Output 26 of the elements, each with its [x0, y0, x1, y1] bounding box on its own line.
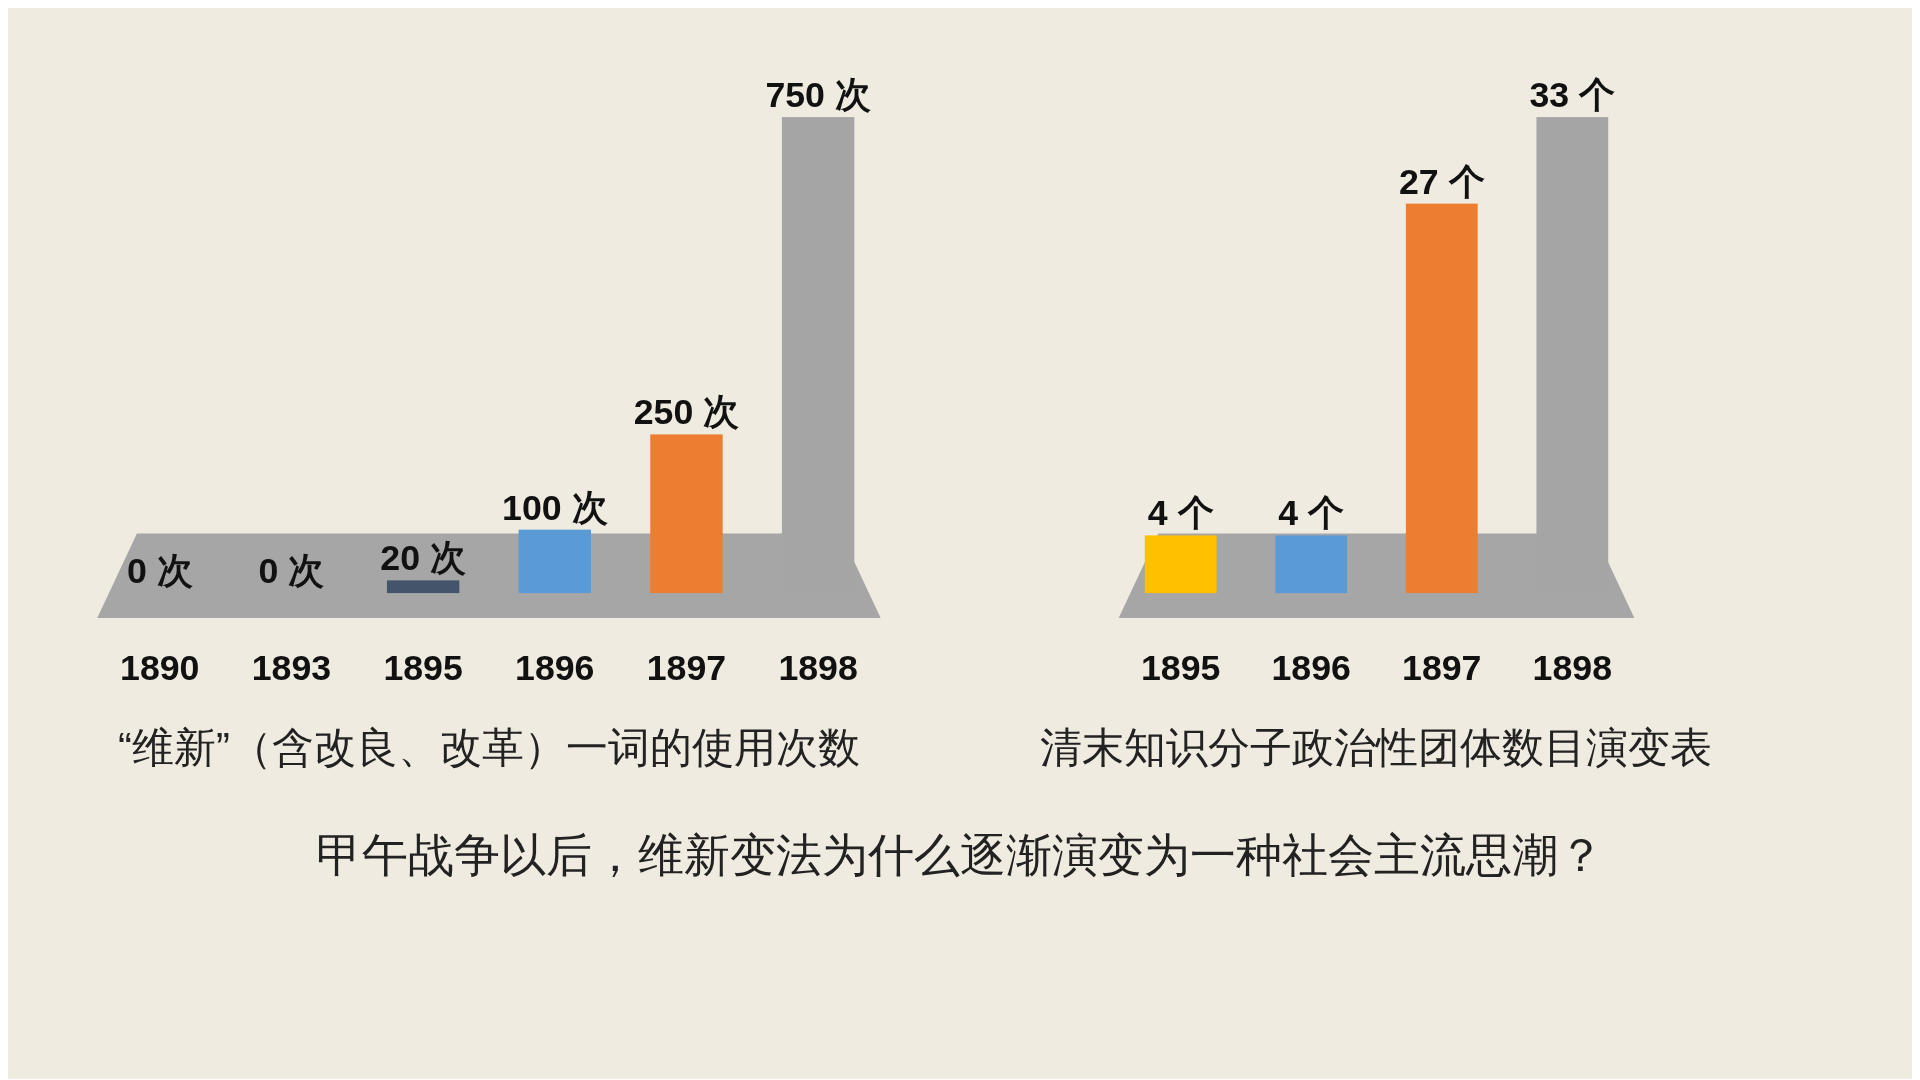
data-label: 4 个 [1278, 493, 1345, 534]
bar [386, 580, 460, 594]
x-tick-label: 1897 [646, 648, 727, 689]
data-label: 0 次 [258, 551, 325, 592]
x-tick-label: 1898 [1532, 648, 1613, 689]
data-label: 100 次 [502, 487, 608, 528]
data-label: 750 次 [765, 75, 871, 116]
data-label: 27 个 [1398, 161, 1485, 202]
x-tick-label: 1898 [778, 648, 858, 689]
x-tick-label: 1893 [251, 648, 332, 689]
text: “维新”（含改良、改革）一词的使用次数 [118, 723, 860, 771]
text: 甲午战争以后，维新变法为什么逐渐演变为一种社会主流思潮？ [316, 829, 1604, 881]
bar [650, 434, 723, 594]
data-label: 250 次 [633, 392, 740, 433]
data-label: 4 个 [1147, 493, 1214, 534]
text: 清末知识分子政治性团体数目演变表 [1040, 723, 1713, 771]
x-tick-label: 1895 [1140, 648, 1221, 689]
x-tick-label: 1890 [120, 648, 200, 689]
x-tick-label: 1895 [383, 648, 463, 689]
data-label: 20 次 [380, 538, 466, 579]
data-label: 0 次 [126, 551, 193, 592]
x-tick-label: 1896 [515, 648, 595, 689]
bar [518, 529, 591, 594]
x-tick-label: 1897 [1402, 648, 1482, 689]
x-tick-label: 1896 [1271, 648, 1351, 689]
data-label: 33 个 [1529, 75, 1616, 116]
